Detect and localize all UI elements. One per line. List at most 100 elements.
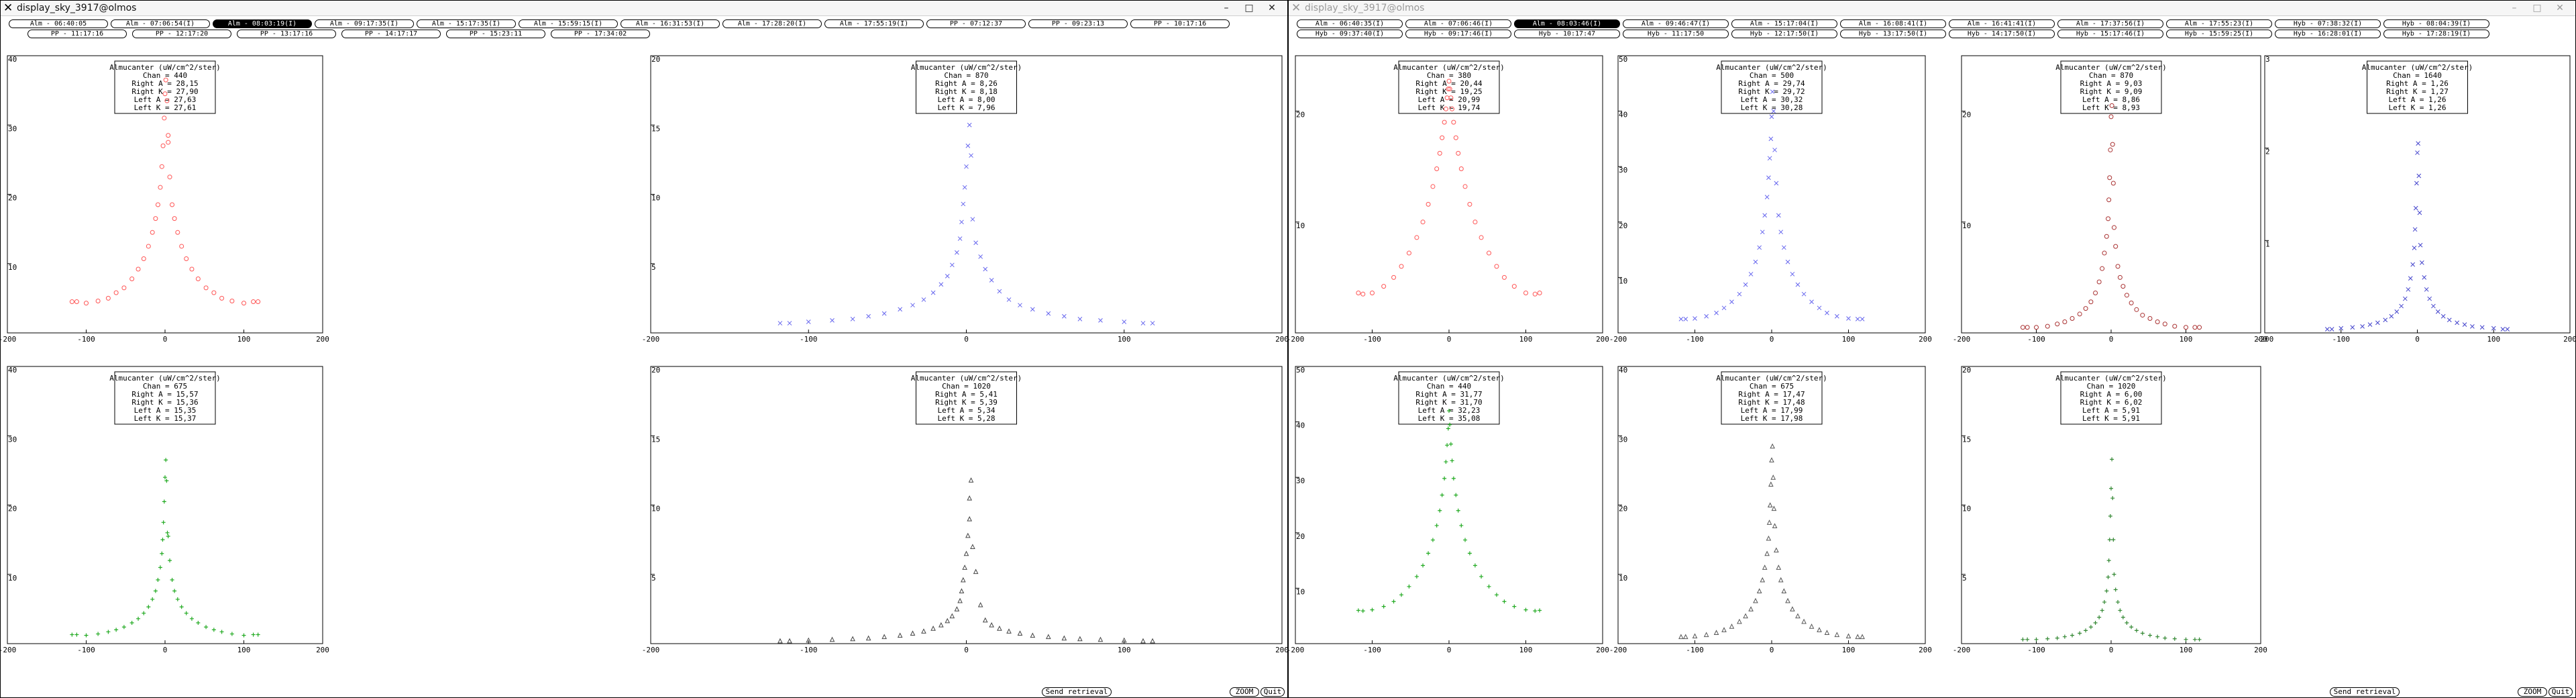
data-point xyxy=(910,303,915,308)
close-icon[interactable]: ✕ xyxy=(2556,3,2564,13)
legend-line: Chan = 440 xyxy=(143,71,187,80)
tab-1-2-3[interactable]: Hyb - 11:17:50 xyxy=(1623,30,1729,38)
data-point xyxy=(850,636,855,642)
tab-1-1-5[interactable]: Alm - 16:08:41(I) xyxy=(1840,19,1946,28)
quit-button[interactable]: Quit xyxy=(2548,687,2573,697)
tab-1-2-8[interactable]: Hyb - 15:59:25(I) xyxy=(2166,30,2272,38)
tab-1-1-3[interactable]: Alm - 09:46:47(I) xyxy=(1623,19,1729,28)
data-point xyxy=(866,313,871,319)
y-tick-label: 5 xyxy=(1962,574,1967,583)
legend-line: Chan = 675 xyxy=(143,382,187,391)
data-point xyxy=(910,630,916,636)
zoom-button[interactable]: ZOOM xyxy=(1230,687,1259,697)
tab-1-2-10[interactable]: Hyb - 17:28:19(I) xyxy=(2383,30,2489,38)
tab-1-1-0[interactable]: Alm - 06:40:35(I) xyxy=(1297,19,1403,28)
data-point xyxy=(1494,593,1499,597)
data-point xyxy=(954,606,960,611)
tab-0-1-3[interactable]: Alm - 09:17:35(I) xyxy=(315,19,414,28)
tab-0-1-8[interactable]: Alm - 17:55:19(I) xyxy=(824,19,924,28)
tab-1-1-10[interactable]: Hyb - 08:04:39(I) xyxy=(2383,19,2489,28)
tab-0-2-4[interactable]: PP - 15:23:11 xyxy=(446,30,545,38)
tab-0-1-11[interactable]: PP - 10:17:16 xyxy=(1130,19,1230,28)
data-point xyxy=(162,115,167,121)
tab-1-2-6[interactable]: Hyb - 14:17:50(I) xyxy=(1949,30,2055,38)
legend-line: Right K = 29,72 xyxy=(1738,87,1805,96)
tab-0-1-0[interactable]: Alm - 06:40:05 xyxy=(9,19,108,28)
maximize-icon[interactable]: □ xyxy=(2532,3,2542,13)
data-point xyxy=(142,611,146,615)
tab-1-2-7[interactable]: Hyb - 15:17:46(I) xyxy=(2057,30,2163,38)
tab-1-1-8[interactable]: Alm - 17:55:23(I) xyxy=(2166,19,2272,28)
tab-0-1-6[interactable]: Alm - 16:31:53(I) xyxy=(621,19,720,28)
send-retrieval-button[interactable]: Send retrieval xyxy=(2330,687,2400,697)
data-point xyxy=(1406,250,1411,256)
tab-1-2-0[interactable]: Hyb - 09:37:40(I) xyxy=(1297,30,1403,38)
data-point xyxy=(1442,119,1447,125)
data-point xyxy=(2155,634,2160,639)
data-point xyxy=(2062,634,2067,639)
zoom-button[interactable]: ZOOM xyxy=(2518,687,2547,697)
data-point xyxy=(2367,322,2373,327)
y-tick-label: 15 xyxy=(651,124,660,133)
data-point xyxy=(1444,460,1448,464)
data-point xyxy=(1762,213,1768,218)
data-point xyxy=(1855,316,1860,321)
data-point xyxy=(1537,291,1542,296)
data-point xyxy=(1426,201,1431,207)
data-point xyxy=(2422,275,2427,280)
tab-0-1-5[interactable]: Alm - 15:59:15(I) xyxy=(519,19,618,28)
tab-1-2-4[interactable]: Hyb - 12:17:50(I) xyxy=(1731,30,1837,38)
tab-1-2-1[interactable]: Hyb - 09:17:46(I) xyxy=(1405,30,1511,38)
tab-0-1-4[interactable]: Alm - 15:17:35(I) xyxy=(417,19,516,28)
legend-line: Left A = 1,26 xyxy=(2388,95,2446,104)
tab-1-1-7[interactable]: Alm - 17:37:56(I) xyxy=(2057,19,2163,28)
data-point xyxy=(2116,600,2121,605)
x-tick-label: -200 xyxy=(1288,335,1304,344)
x-tick-label: -200 xyxy=(1609,646,1627,654)
data-point xyxy=(2102,600,2106,605)
close-icon[interactable]: ✕ xyxy=(1268,3,1276,13)
data-point xyxy=(1817,305,1822,311)
quit-button[interactable]: Quit xyxy=(1260,687,1285,697)
tab-1-1-1[interactable]: Alm - 07:06:46(I) xyxy=(1405,19,1511,28)
legend-box xyxy=(1721,371,1823,425)
tab-0-2-0[interactable]: PP - 11:17:16 xyxy=(28,30,127,38)
data-point xyxy=(1790,272,1795,277)
data-point xyxy=(1860,634,1865,640)
data-point xyxy=(2389,313,2394,319)
tab-0-1-7[interactable]: Alm - 17:28:20(I) xyxy=(722,19,822,28)
tab-0-2-3[interactable]: PP - 14:17:17 xyxy=(341,30,441,38)
tab-0-1-9[interactable]: PP - 07:12:37 xyxy=(926,19,1026,28)
window-titlebar[interactable]: ✕ display_sky_3917@olmos – □ ✕ xyxy=(1,1,1287,16)
x-tick-label: 0 xyxy=(2415,335,2420,344)
tab-0-1-2[interactable]: Alm - 08:03:19(I) xyxy=(213,19,312,28)
data-point xyxy=(2394,309,2400,314)
data-point xyxy=(150,230,155,235)
tab-0-2-1[interactable]: PP - 12:17:20 xyxy=(132,30,231,38)
tab-1-1-6[interactable]: Alm - 16:41:41(I) xyxy=(1949,19,2055,28)
tab-1-2-9[interactable]: Hyb - 16:28:01(I) xyxy=(2275,30,2381,38)
data-point xyxy=(2106,197,2112,203)
tab-0-2-2[interactable]: PP - 13:17:16 xyxy=(237,30,336,38)
tab-0-1-10[interactable]: PP - 09:23:13 xyxy=(1028,19,1128,28)
window-titlebar[interactable]: ✕ display_sky_3917@olmos – □ ✕ xyxy=(1289,1,2575,16)
maximize-icon[interactable]: □ xyxy=(1244,3,1254,13)
tab-1-1-9[interactable]: Hyb - 07:38:32(I) xyxy=(2275,19,2381,28)
data-point xyxy=(1683,316,1688,321)
tab-1-1-4[interactable]: Alm - 15:17:04(I) xyxy=(1731,19,1837,28)
tab-0-2-5[interactable]: PP - 17:34:02 xyxy=(551,30,650,38)
data-point xyxy=(2418,242,2423,248)
minimize-icon[interactable]: – xyxy=(1224,3,1229,13)
tab-1-1-2[interactable]: Alm - 08:03:46(I) xyxy=(1514,19,1620,28)
minimize-icon[interactable]: – xyxy=(2512,3,2517,13)
tab-1-2-2[interactable]: Hyb - 10:17:47 xyxy=(1514,30,1620,38)
data-point xyxy=(2100,608,2104,613)
tab-0-1-1[interactable]: Alm - 07:06:54(I) xyxy=(111,19,210,28)
legend-box xyxy=(2367,60,2468,114)
tab-1-2-5[interactable]: Hyb - 13:17:50(I) xyxy=(1840,30,1946,38)
data-point xyxy=(211,628,216,632)
data-point xyxy=(960,577,966,583)
data-point xyxy=(195,276,201,281)
send-retrieval-button[interactable]: Send retrieval xyxy=(1042,687,1112,697)
data-point xyxy=(170,202,175,207)
